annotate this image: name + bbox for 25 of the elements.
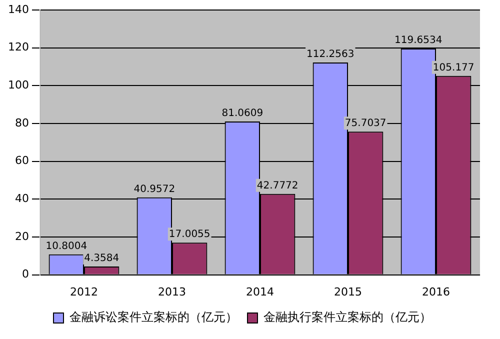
x-tick-label: 2012 bbox=[70, 285, 98, 298]
data-label: 75.7037 bbox=[344, 118, 386, 130]
data-label: 112.2563 bbox=[306, 49, 354, 60]
data-label: 119.6534 bbox=[394, 35, 442, 46]
y-tick-label: 60 bbox=[14, 154, 29, 168]
data-label: 105.177 bbox=[432, 62, 474, 74]
x-tick-label: 2014 bbox=[246, 285, 274, 298]
data-label: 81.0609 bbox=[222, 108, 264, 120]
y-tick-label: 140 bbox=[8, 2, 29, 16]
y-tick-label: 80 bbox=[14, 116, 29, 130]
x-tick-label: 2016 bbox=[422, 285, 450, 298]
x-tick-label: 2013 bbox=[158, 285, 186, 298]
legend-label: 金融诉讼案件立案标的（亿元） bbox=[70, 310, 238, 324]
y-tick-label: 20 bbox=[14, 230, 29, 243]
y-tick-label: 40 bbox=[14, 192, 29, 205]
y-tick-label: 120 bbox=[8, 40, 29, 54]
x-tick-label: 2015 bbox=[334, 285, 362, 298]
data-label: 42.7772 bbox=[256, 180, 298, 192]
data-label: 17.0055 bbox=[168, 229, 210, 240]
y-tick-label: 100 bbox=[8, 78, 29, 92]
data-label: 40.9572 bbox=[134, 184, 176, 195]
data-label: 10.8004 bbox=[46, 240, 88, 252]
y-tick-label: 0 bbox=[22, 268, 29, 281]
legend-label: 金融执行案件立案标的（亿元） bbox=[264, 310, 432, 324]
data-label: 4.3584 bbox=[84, 253, 120, 264]
